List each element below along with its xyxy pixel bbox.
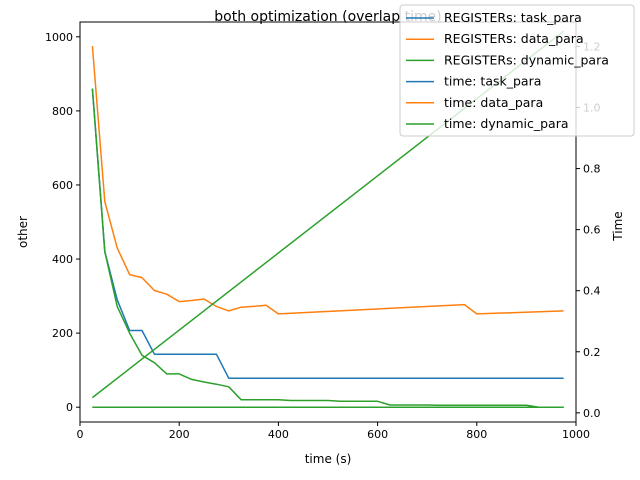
left-y-tick-label: 200: [52, 327, 73, 340]
right-y-tick-label: 0.4: [583, 285, 601, 298]
legend: REGISTERs: task_para REGISTERs: data_para…: [399, 4, 635, 137]
left-y-axis-ticks: 0 200 400 600 800 1000: [45, 31, 80, 414]
x-tick-label: 200: [169, 428, 190, 441]
legend-label: time: task_para: [444, 74, 541, 89]
legend-label: REGISTERs: dynamic_para: [444, 52, 609, 67]
right-y-tick-label: 0.6: [583, 224, 601, 237]
x-tick-label: 600: [367, 428, 388, 441]
series-line-4: [91, 46, 564, 315]
legend-label: REGISTERs: data_para: [444, 31, 584, 46]
x-tick-label: 1000: [562, 428, 590, 441]
left-y-tick-label: 0: [66, 401, 73, 414]
left-y-tick-label: 400: [52, 253, 73, 266]
series-line-3: [91, 88, 564, 380]
left-y-axis-label: other: [16, 216, 30, 248]
legend-box: [399, 4, 635, 137]
x-axis-label: time (s): [305, 452, 352, 466]
legend-entries: REGISTERs: task_para REGISTERs: data_para…: [406, 10, 609, 131]
left-y-tick-label: 1000: [45, 31, 73, 44]
legend-label: REGISTERs: task_para: [444, 10, 582, 25]
right-y-tick-label: 0.8: [583, 163, 601, 176]
series-line-5: [91, 88, 564, 408]
left-y-tick-label: 600: [52, 179, 73, 192]
right-y-tick-label: 0.2: [583, 346, 601, 359]
x-tick-label: 800: [466, 428, 487, 441]
right-y-tick-label: 0.0: [583, 407, 601, 420]
left-y-tick-label: 800: [52, 105, 73, 118]
right-y-axis-label: Time: [611, 211, 625, 241]
legend-label: time: dynamic_para: [444, 116, 569, 131]
legend-label: time: data_para: [444, 95, 543, 110]
x-tick-label: 400: [268, 428, 289, 441]
chart-title: both optimization (overlap time): [214, 9, 441, 25]
x-axis-ticks: 0 200 400 600 800 1000: [77, 422, 590, 441]
plot-frame: [79, 21, 577, 423]
x-tick-label: 0: [77, 428, 84, 441]
